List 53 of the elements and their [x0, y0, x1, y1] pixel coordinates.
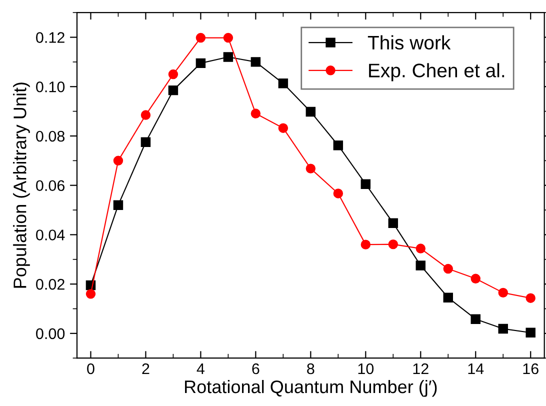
point — [443, 264, 453, 274]
point — [526, 293, 536, 303]
point — [196, 32, 206, 43]
x-axis-title: Rotational Quantum Number (j′) — [185, 380, 437, 397]
point — [416, 244, 426, 254]
point — [388, 239, 398, 250]
x-tick-label: 6 — [252, 363, 260, 374]
y-axis-title: Population (Arbitrary Unit) — [13, 82, 30, 288]
point — [333, 140, 344, 150]
point — [223, 32, 234, 43]
x-tick-label: 10 — [358, 363, 374, 374]
point — [333, 188, 344, 198]
y-tick-label: 0.02 — [36, 278, 64, 290]
point — [526, 328, 536, 338]
point — [306, 164, 316, 174]
y-tick-label: 0.12 — [36, 32, 64, 43]
point — [140, 110, 151, 120]
x-tick-label: 2 — [142, 363, 150, 374]
point — [360, 179, 371, 189]
point — [86, 289, 96, 299]
point — [360, 240, 371, 250]
y-tick-label: 0.10 — [36, 81, 65, 92]
point — [223, 52, 234, 62]
point — [498, 324, 508, 334]
legend-label: This work — [368, 35, 451, 50]
point — [168, 85, 178, 96]
point — [416, 260, 426, 270]
point — [498, 288, 508, 298]
point — [470, 274, 480, 284]
point — [250, 57, 261, 67]
point — [113, 200, 124, 210]
x-tick-label: 14 — [468, 364, 484, 374]
y-tick-label: 0.04 — [36, 230, 65, 240]
x-tick-label: 16 — [523, 363, 538, 374]
legend-label: Exp. Chen et al. — [369, 63, 504, 82]
point — [113, 156, 124, 166]
point — [278, 78, 288, 88]
x-tick-label: 8 — [307, 363, 314, 374]
x-tick-label: 0 — [87, 363, 94, 374]
point — [470, 314, 480, 324]
point — [278, 123, 288, 133]
point — [140, 137, 151, 148]
point — [443, 292, 453, 302]
point — [388, 218, 398, 228]
y-tick-label: 0.08 — [36, 130, 65, 142]
point — [250, 108, 261, 118]
point — [196, 58, 206, 68]
y-tick-label: 0.00 — [36, 328, 65, 340]
point — [306, 106, 316, 117]
y-tick-label: 0.06 — [36, 180, 65, 192]
x-tick-label: 12 — [413, 363, 428, 374]
x-tick-label: 4 — [196, 364, 205, 374]
point — [168, 69, 178, 80]
